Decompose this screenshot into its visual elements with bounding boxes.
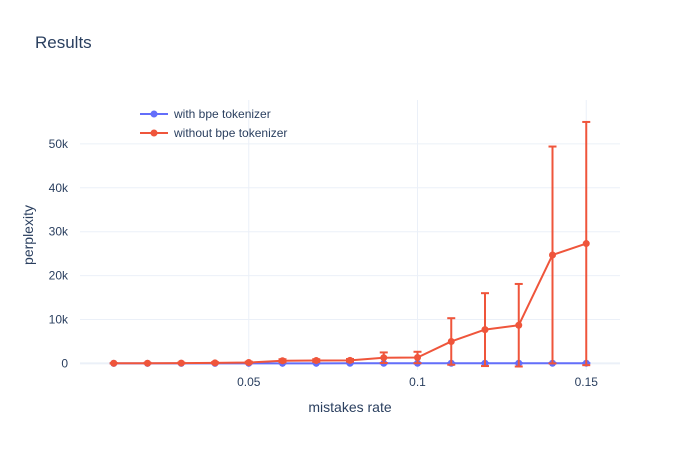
x-tick-label: 0.05	[237, 375, 261, 389]
data-point[interactable]	[549, 251, 556, 259]
data-point[interactable]	[481, 326, 489, 334]
series-layer	[109, 120, 591, 368]
data-point[interactable]	[346, 356, 354, 364]
data-point[interactable]	[414, 353, 421, 361]
y-tick-label: 10k	[49, 313, 69, 327]
y-axis-title: perplexity	[20, 205, 36, 265]
series-1	[109, 120, 591, 368]
y-tick-label: 50k	[49, 137, 69, 151]
y-tick-label: 20k	[49, 269, 69, 283]
data-point[interactable]	[515, 321, 523, 329]
grid	[80, 100, 620, 370]
data-point[interactable]	[144, 359, 151, 367]
data-point[interactable]	[582, 240, 590, 248]
y-tick-label: 40k	[49, 181, 69, 195]
data-point[interactable]	[312, 357, 320, 365]
legend-item[interactable]: with bpe tokenizer	[140, 107, 271, 121]
data-point[interactable]	[211, 359, 219, 367]
legend-label: with bpe tokenizer	[173, 107, 271, 121]
y-tick-label: 30k	[49, 225, 69, 239]
data-point[interactable]	[279, 357, 286, 365]
legend-item[interactable]: without bpe tokenizer	[140, 126, 287, 140]
x-tick-label: 0.15	[575, 375, 599, 389]
data-point[interactable]	[110, 359, 118, 367]
tick-labels: 0.05 0.1 0.15 0 10k 20k 30k 40k 50k	[49, 137, 599, 389]
data-point[interactable]	[380, 354, 388, 362]
series-line	[113, 242, 587, 365]
legend-marker	[150, 110, 158, 118]
legend-label: without bpe tokenizer	[173, 126, 287, 140]
chart-title: Results	[35, 33, 92, 52]
data-point[interactable]	[245, 359, 253, 367]
data-point[interactable]	[177, 359, 185, 367]
legend[interactable]: with bpe tokenizer without bpe tokenizer	[140, 107, 287, 140]
x-axis-title: mistakes rate	[308, 399, 391, 415]
data-point[interactable]	[447, 337, 455, 345]
legend-marker	[150, 129, 158, 137]
x-tick-label: 0.1	[409, 375, 426, 389]
y-tick-label: 0	[61, 356, 68, 370]
